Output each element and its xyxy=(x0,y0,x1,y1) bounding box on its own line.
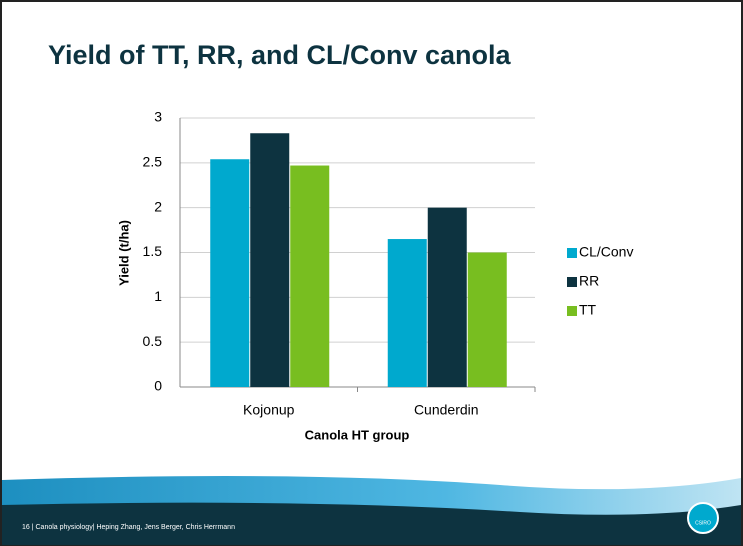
y-tick-label: 2 xyxy=(154,198,162,214)
y-tick-label: 3 xyxy=(154,109,162,125)
y-axis-label: Yield (t/ha) xyxy=(116,220,131,286)
x-axis-label: Canola HT group xyxy=(305,427,410,442)
bar xyxy=(427,207,467,387)
x-tick-label: Kojonup xyxy=(243,402,295,418)
x-tick-label: Cunderdin xyxy=(414,402,479,418)
logo-text: CSIRO xyxy=(695,520,711,526)
y-tick-label: 1.5 xyxy=(143,243,163,259)
legend-swatch xyxy=(567,248,577,258)
footer-band xyxy=(2,502,741,545)
logo xyxy=(687,502,719,534)
slide-title: Yield of TT, RR, and CL/Conv canola xyxy=(48,40,512,70)
bar xyxy=(290,165,330,387)
legend-swatch xyxy=(567,277,577,287)
legend-label: RR xyxy=(579,273,599,289)
bar xyxy=(210,159,250,387)
legend-label: CL/Conv xyxy=(579,244,633,260)
bar xyxy=(250,133,290,387)
y-tick-label: 0.5 xyxy=(143,333,163,349)
y-tick-label: 0 xyxy=(154,378,162,394)
footer-text: 16 | Canola physiology| Heping Zhang, Je… xyxy=(22,524,235,531)
bar xyxy=(387,239,427,387)
y-tick-label: 1 xyxy=(154,288,162,304)
legend-swatch xyxy=(567,306,577,316)
legend-label: TT xyxy=(579,302,597,318)
y-tick-label: 2.5 xyxy=(143,154,163,170)
bar xyxy=(467,252,507,387)
